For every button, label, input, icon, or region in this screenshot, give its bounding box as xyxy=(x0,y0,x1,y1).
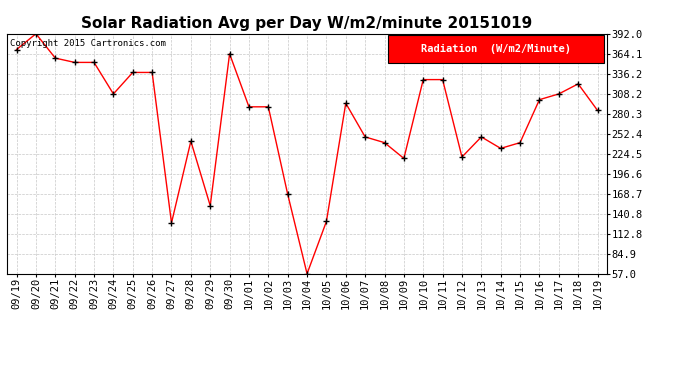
FancyBboxPatch shape xyxy=(388,35,604,63)
Text: Radiation  (W/m2/Minute): Radiation (W/m2/Minute) xyxy=(421,44,571,54)
Text: Copyright 2015 Cartronics.com: Copyright 2015 Cartronics.com xyxy=(10,39,166,48)
Title: Solar Radiation Avg per Day W/m2/minute 20151019: Solar Radiation Avg per Day W/m2/minute … xyxy=(81,16,533,31)
